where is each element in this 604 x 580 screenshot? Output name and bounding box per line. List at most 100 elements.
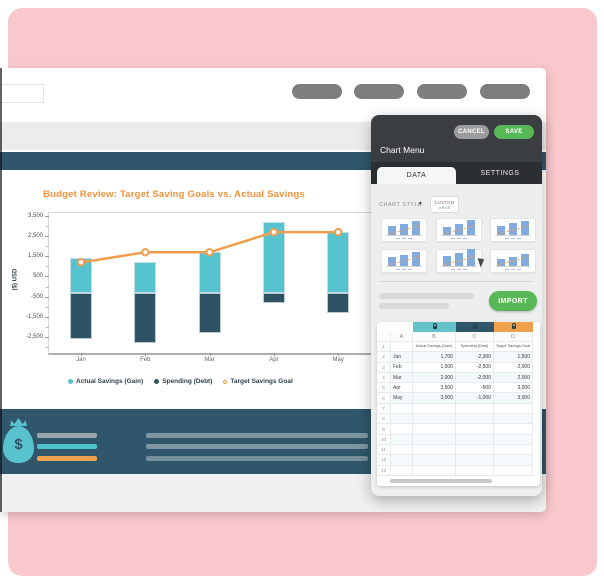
sheet-column-tab[interactable] <box>413 322 456 332</box>
sheet-cell[interactable] <box>494 455 533 466</box>
sheet-cell[interactable]: 3,500 <box>413 383 456 394</box>
sheet-column-header[interactable]: D <box>494 332 533 342</box>
sheet-column-tab[interactable] <box>456 322 494 332</box>
sheet-column-header[interactable]: B <box>413 332 456 342</box>
sheet-cell[interactable]: 3,000 <box>494 393 533 404</box>
sheet-row-number[interactable]: 5 <box>377 383 391 394</box>
sheet-column-header[interactable]: C <box>456 332 494 342</box>
chart-style-thumbnail[interactable] <box>381 249 427 273</box>
toolbar-button-3[interactable] <box>417 84 467 99</box>
line-marker <box>269 227 279 237</box>
x-tick <box>81 353 82 356</box>
sheet-cell[interactable] <box>391 444 413 456</box>
sheet-row-number[interactable]: 7 <box>377 403 391 415</box>
sheet-column-tab[interactable] <box>494 322 533 332</box>
sheet-cell[interactable] <box>456 434 494 445</box>
chart-style-thumbnail[interactable] <box>435 249 486 273</box>
sheet-cell[interactable]: -2,000 <box>456 372 494 384</box>
chart-style-thumbnail[interactable] <box>381 218 427 242</box>
sheet-cell[interactable] <box>456 424 494 435</box>
sheet-cell[interactable]: 1,500 <box>413 362 456 373</box>
sheet-cell[interactable] <box>391 403 413 415</box>
bar-debt <box>327 292 350 313</box>
sheet-row-number[interactable]: 1 <box>377 342 391 353</box>
sheet-cell[interactable]: 2,000 <box>494 372 533 384</box>
sheet-cell[interactable]: Target Savings Goal <box>494 342 533 353</box>
sheet-cell[interactable] <box>391 434 413 445</box>
sheet-row-number[interactable]: 9 <box>377 424 391 435</box>
import-button[interactable]: IMPORT <box>489 291 537 311</box>
sheet-cell[interactable]: 2,000 <box>413 372 456 384</box>
sheet-cell[interactable]: 1,500 <box>494 352 533 363</box>
thumb-bar <box>388 226 396 235</box>
sheet-cell[interactable] <box>494 465 533 476</box>
sheet-cell[interactable] <box>413 424 456 435</box>
thumb-axis <box>386 235 422 236</box>
toolbar-button-4[interactable] <box>480 84 530 99</box>
tab-data[interactable]: DATA <box>377 167 456 184</box>
sheet-cell[interactable] <box>391 455 413 466</box>
sheet-cell[interactable] <box>456 455 494 466</box>
sheet-cell[interactable]: -1,000 <box>456 393 494 404</box>
save-button[interactable]: SAVE <box>494 125 534 139</box>
sheet-cell[interactable] <box>456 465 494 476</box>
legend-marker <box>68 379 73 384</box>
sheet-cell[interactable]: Feb <box>391 362 413 373</box>
sheet-row-number[interactable]: 4 <box>377 372 391 384</box>
sheet-cell[interactable]: -2,300 <box>456 352 494 363</box>
sheet-cell[interactable] <box>494 424 533 435</box>
sheet-cell[interactable]: 3,000 <box>494 383 533 394</box>
sheet-cell[interactable] <box>391 465 413 476</box>
sheet-cell[interactable] <box>494 403 533 415</box>
sheet-cell[interactable] <box>413 465 456 476</box>
sheet-row-number[interactable]: 10 <box>377 434 391 445</box>
sheet-cell[interactable]: 2,000 <box>494 362 533 373</box>
sheet-row-number[interactable]: 2 <box>377 352 391 363</box>
chart-style-caret-icon[interactable]: ▲ <box>418 200 423 206</box>
sheet-cell[interactable]: Actual Savings (Gain) <box>413 342 456 353</box>
sheet-row-number[interactable]: 6 <box>377 393 391 404</box>
sheet-row-number[interactable]: 13 <box>377 465 391 476</box>
chart-style-thumbnail[interactable] <box>490 218 536 242</box>
sheet-cell[interactable] <box>391 342 413 353</box>
sheet-cell[interactable] <box>494 434 533 445</box>
sheet-cell[interactable]: Apr <box>391 383 413 394</box>
sheet-cell[interactable] <box>413 434 456 445</box>
tab-settings[interactable]: SETTINGS <box>480 169 520 177</box>
sheet-cell[interactable]: 1,700 <box>413 352 456 363</box>
horizontal-scrollbar[interactable] <box>390 479 492 483</box>
sheet-cell[interactable]: Jan <box>391 352 413 363</box>
sheet-cell[interactable] <box>413 444 456 456</box>
sheet-row-number[interactable]: 8 <box>377 414 391 425</box>
sheet-row-number[interactable]: 12 <box>377 455 391 466</box>
y-tick-label: -500 <box>30 293 43 300</box>
sheet-cell[interactable] <box>413 455 456 466</box>
sheet-cell[interactable]: Spending (Debt) <box>456 342 494 353</box>
sheet-cell[interactable]: 3,000 <box>413 393 456 404</box>
sheet-cell[interactable] <box>413 403 456 415</box>
sheet-cell[interactable] <box>494 414 533 425</box>
cancel-button[interactable]: CANCEL <box>454 125 489 139</box>
chart-style-label: CHART STYLE <box>379 202 423 208</box>
toolbar-button-1[interactable] <box>292 84 342 99</box>
sheet-cell[interactable] <box>494 444 533 456</box>
sheet-row: 4 Mar 2,000 -2,000 2,000 <box>377 372 540 384</box>
sheet-cell[interactable]: Mar <box>391 372 413 384</box>
chart-style-dropdown[interactable]: CUSTOM <box>430 196 459 213</box>
sheet-row-number[interactable]: 3 <box>377 362 391 373</box>
sheet-cell[interactable] <box>456 414 494 425</box>
sheet-cell[interactable]: -500 <box>456 383 494 394</box>
legend-marker <box>223 379 228 384</box>
sheet-cell[interactable]: -2,500 <box>456 362 494 373</box>
sheet-cell[interactable]: May <box>391 393 413 404</box>
sheet-cell[interactable] <box>456 403 494 415</box>
chart-style-thumbnail[interactable] <box>435 218 482 242</box>
sheet-cell[interactable] <box>391 414 413 425</box>
sheet-column-header[interactable]: A <box>391 332 413 342</box>
toolbar-button-2[interactable] <box>354 84 404 99</box>
sheet-cell[interactable] <box>456 444 494 456</box>
sheet-cell[interactable] <box>391 424 413 435</box>
sheet-cell[interactable] <box>413 414 456 425</box>
chart-style-thumbnail[interactable] <box>490 249 536 273</box>
sheet-row-number[interactable]: 11 <box>377 444 391 456</box>
